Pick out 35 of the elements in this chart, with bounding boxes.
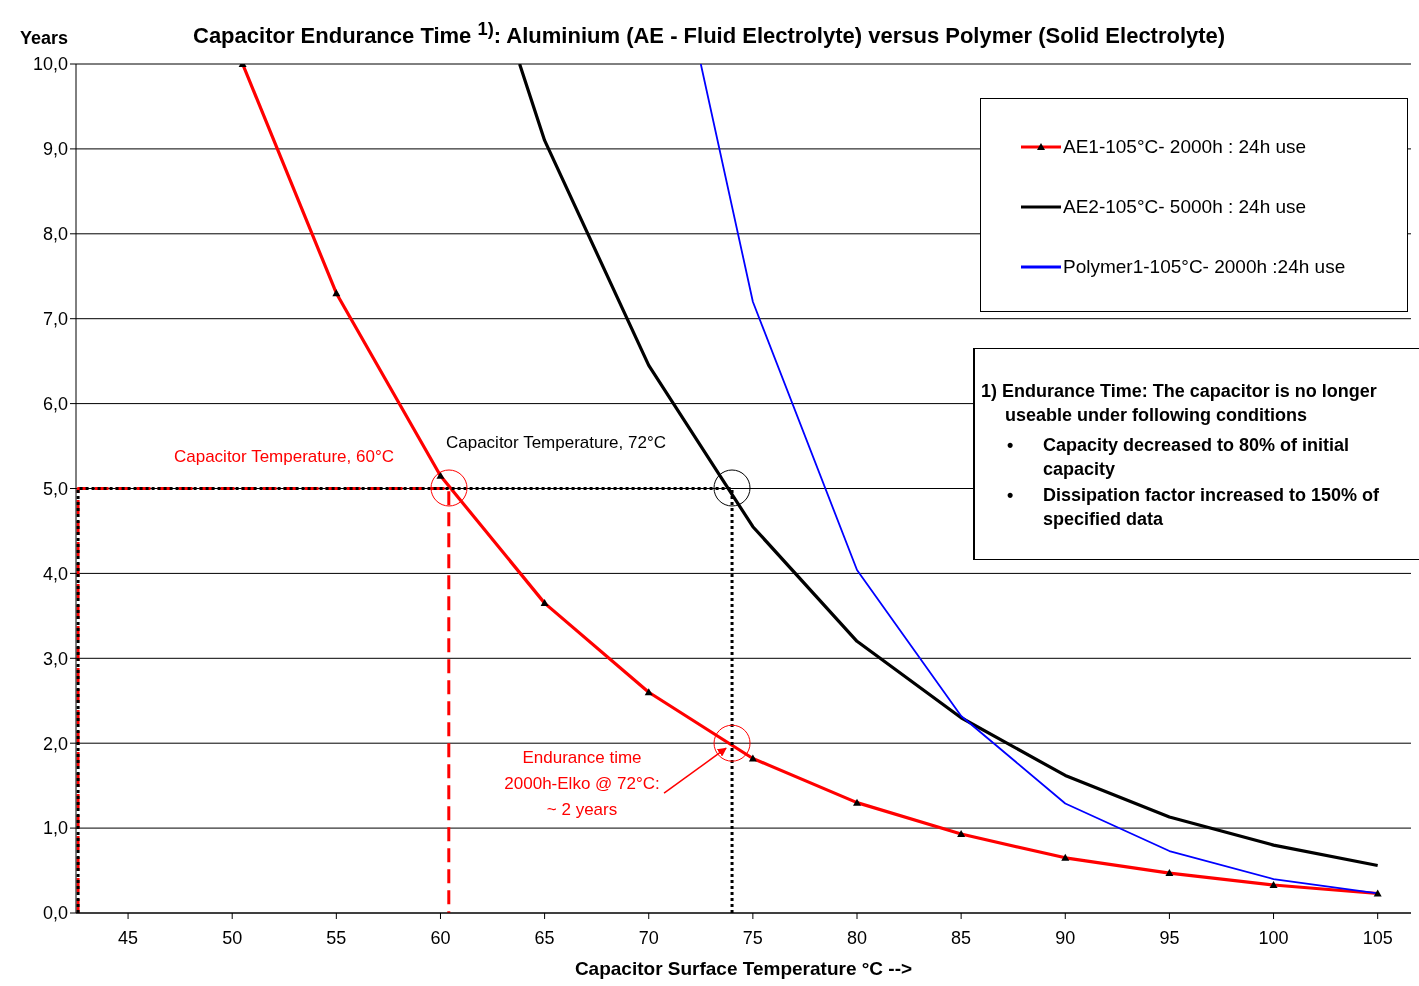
y-tick-label: 5,0 bbox=[42, 478, 68, 499]
annotation: Capacitor Temperature, 72°C bbox=[445, 433, 667, 452]
x-tick-label: 55 bbox=[326, 927, 347, 948]
x-tick-label: 95 bbox=[1159, 927, 1180, 948]
x-tick-label: 85 bbox=[951, 927, 972, 948]
x-axis-title: Capacitor Surface Temperature °C --> bbox=[574, 958, 913, 979]
x-tick-label: 100 bbox=[1258, 927, 1289, 948]
chart-title: Capacitor Endurance Time $^{1)}$: Aluminium (AE - Fluid Electrolyte) versus Polymer (Solid Electrolyte) bbox=[193, 18, 1226, 50]
annotation: 1) Endurance Time: The capacitor is no longer useable under following conditions bbox=[981, 380, 1378, 427]
x-tick-label: 70 bbox=[638, 927, 659, 948]
y-tick-label: 4,0 bbox=[42, 563, 68, 584]
y-tick-label: 9,0 bbox=[42, 139, 68, 160]
x-tick-label: 60 bbox=[430, 927, 451, 948]
y-tick-label: 1,0 bbox=[42, 818, 68, 839]
y-tick-label: 3,0 bbox=[42, 648, 68, 669]
note-box: 1) Endurance Time: The capacitor is no longer useable under following conditions • Capacity decreased to 80% of initial capacity • Dissipation factor increased to 150% of specified data bbox=[973, 348, 1419, 560]
y-tick-label: 8,0 bbox=[42, 224, 68, 245]
x-tick-label: 50 bbox=[222, 927, 243, 948]
legend-label: AE1-105°C- 2000h : 24h use bbox=[1063, 136, 1307, 158]
x-tick-label: 105 bbox=[1362, 927, 1393, 948]
y-tick-label: 2,0 bbox=[42, 733, 68, 754]
x-tick-label: 45 bbox=[118, 927, 139, 948]
legend-label: Polymer1-105°C- 2000h :24h use bbox=[1063, 256, 1346, 278]
x-tick-label: 90 bbox=[1055, 927, 1076, 948]
y-tick-label: 10,0 bbox=[32, 54, 68, 75]
y-tick-label: 6,0 bbox=[42, 393, 68, 414]
legend-label: AE2-105°C- 5000h : 24h use bbox=[1063, 196, 1307, 218]
y-tick-label: 0,0 bbox=[42, 903, 68, 924]
annotation: Capacitor Temperature, 60°C bbox=[173, 447, 395, 466]
x-tick-label: 75 bbox=[742, 927, 763, 948]
annotation: Endurance time 2000h-Elko @ 72°C: ~ 2 years bbox=[504, 748, 660, 820]
x-tick-label: 65 bbox=[534, 927, 555, 948]
x-tick-label: 80 bbox=[846, 927, 868, 948]
y-axis-title: Years bbox=[20, 28, 69, 49]
y-tick-label: 7,0 bbox=[42, 309, 68, 330]
